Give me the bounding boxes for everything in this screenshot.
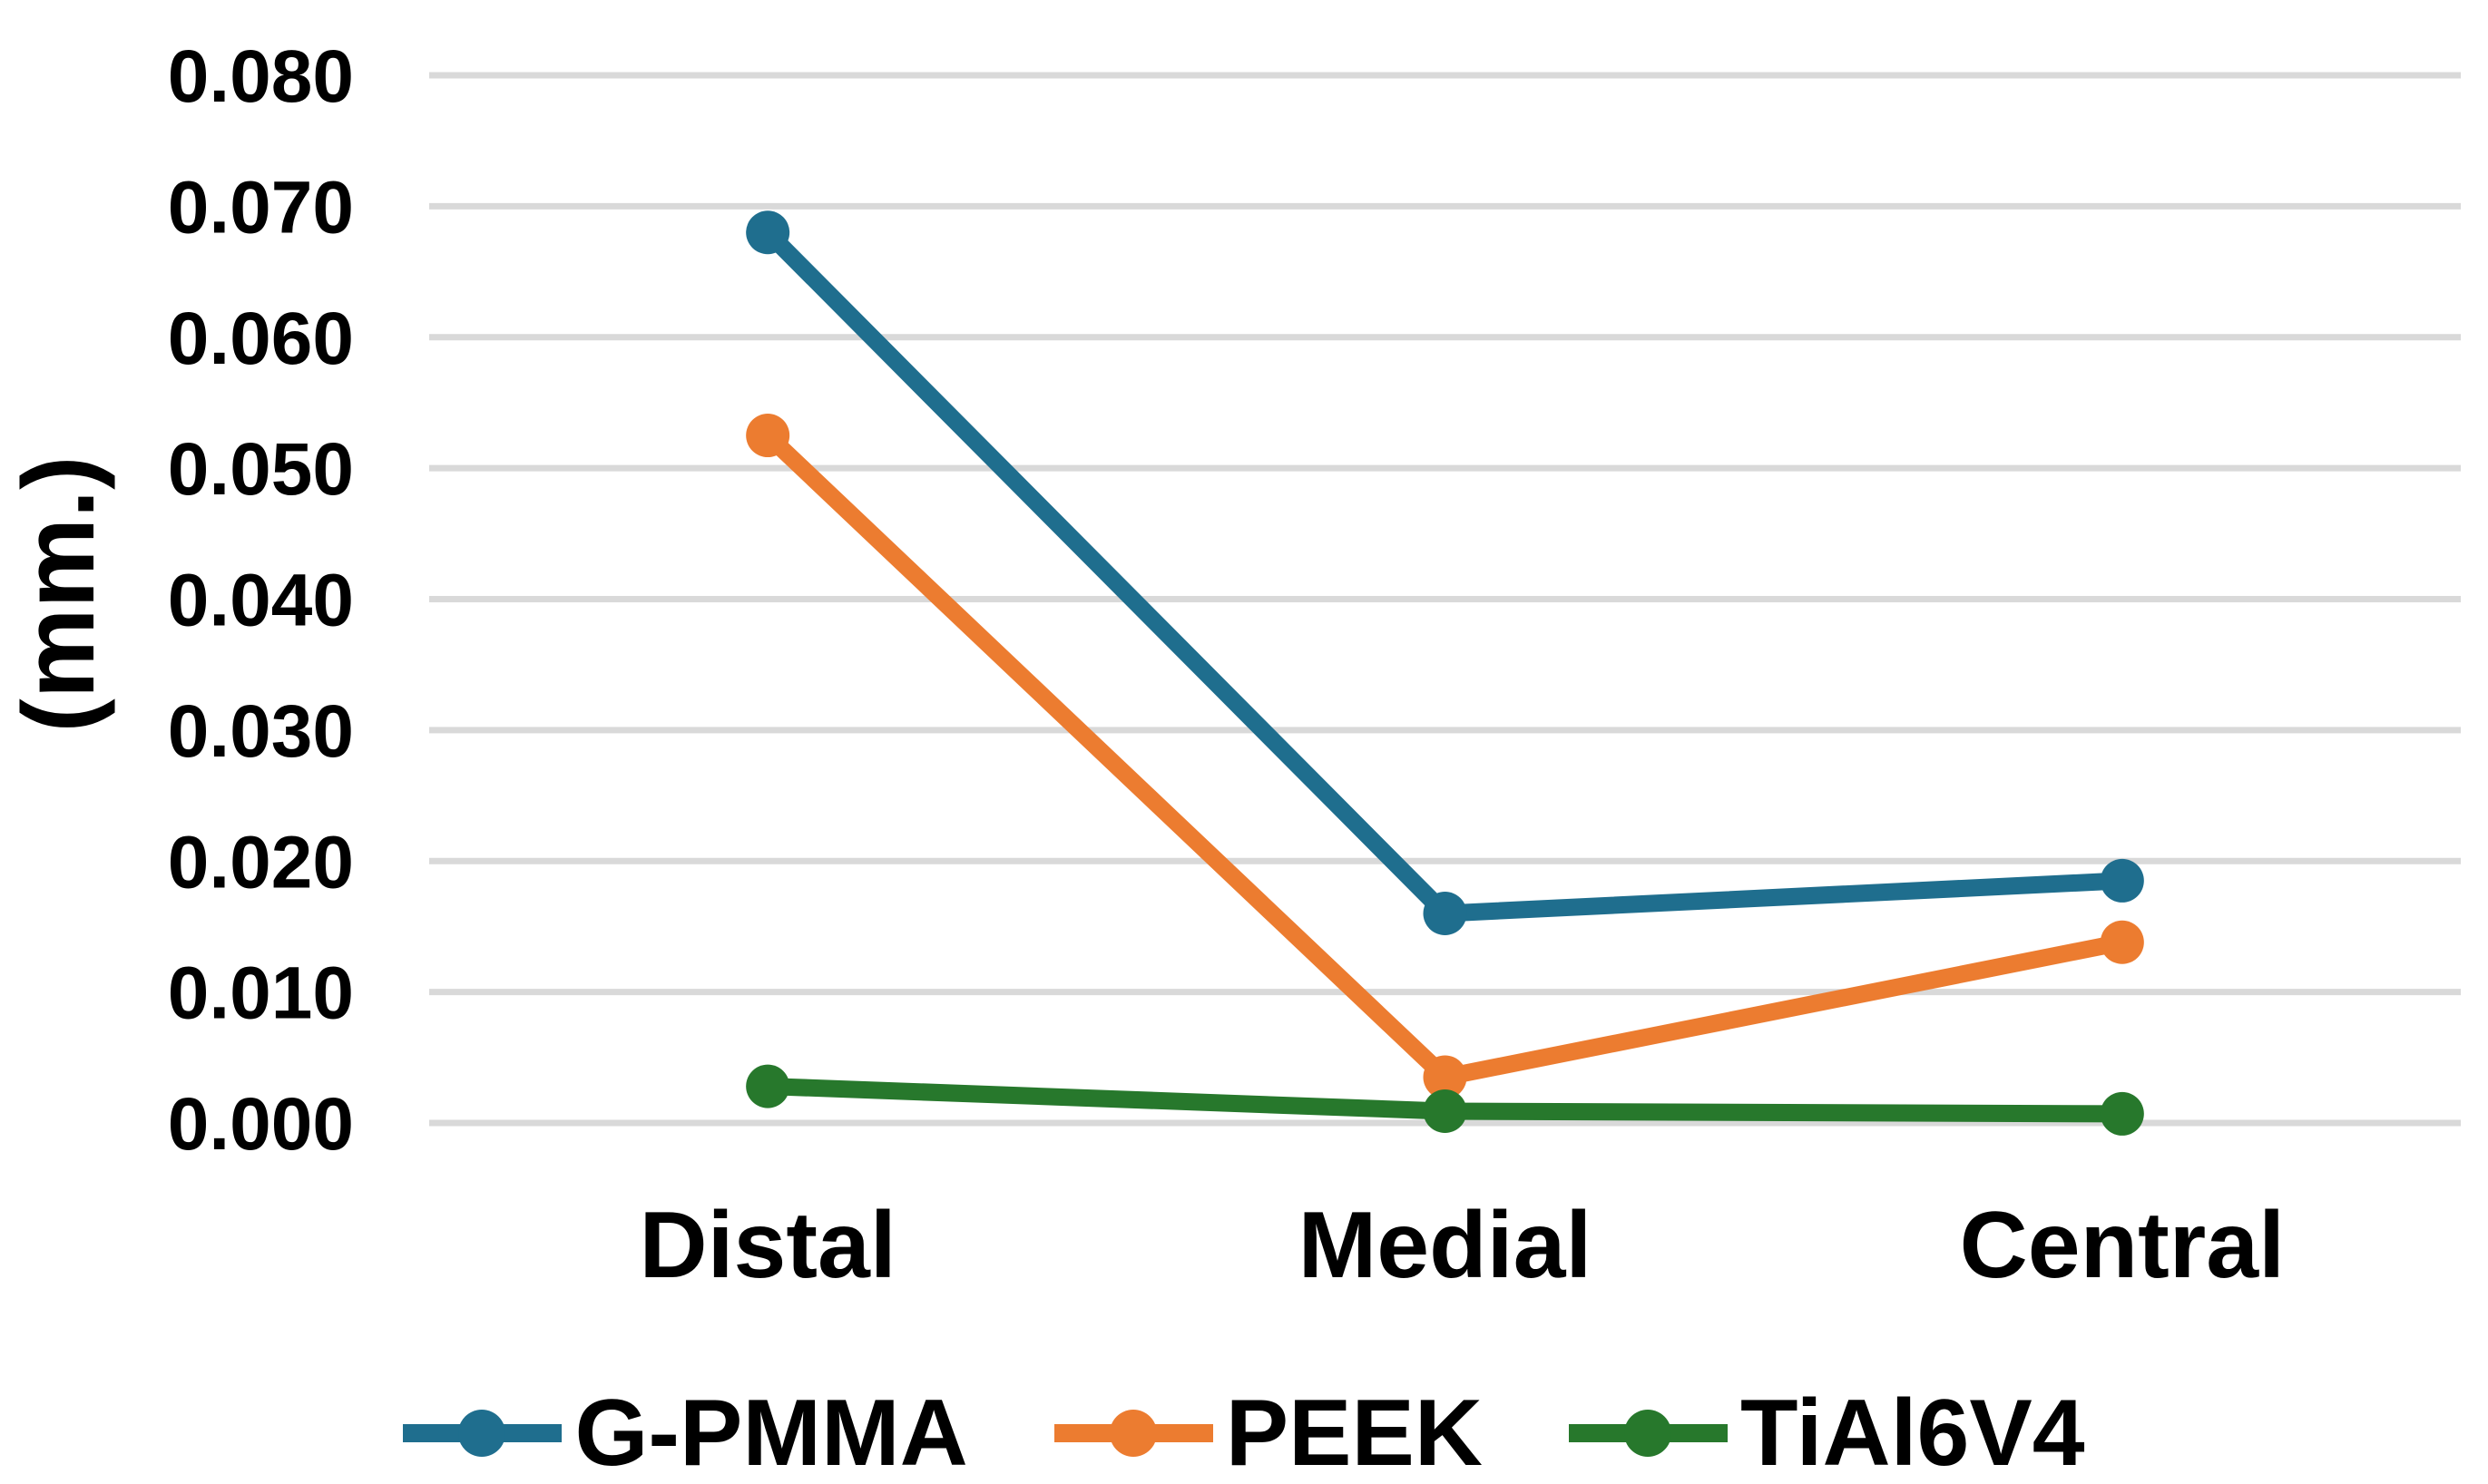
y-tick-label: 0.010 bbox=[168, 952, 354, 1035]
legend-label-PEEK: PEEK bbox=[1225, 1381, 1483, 1484]
data-point-G-PMMA-Medial bbox=[1423, 892, 1467, 935]
legend-swatch-dot bbox=[1109, 1410, 1157, 1457]
data-point-PEEK-Central bbox=[2100, 920, 2144, 964]
y-tick-label: 0.040 bbox=[168, 560, 354, 642]
data-point-G-PMMA-Central bbox=[2100, 858, 2144, 903]
data-point-PEEK-Distal bbox=[746, 414, 790, 458]
y-tick-label: 0.080 bbox=[168, 35, 354, 118]
y-tick-label: 0.020 bbox=[168, 821, 354, 903]
legend-item-PEEK: PEEK bbox=[1053, 1381, 1483, 1484]
x-axis-label-Distal: Distal bbox=[640, 1193, 896, 1298]
legend-swatch-G-PMMA bbox=[403, 1410, 563, 1457]
y-tick-label: 0.030 bbox=[168, 690, 354, 773]
gridlines bbox=[429, 72, 2461, 1127]
legend: G-PMMA PEEK TiAl6V4 bbox=[0, 1386, 2488, 1480]
data-point-TiAl6V4-Central bbox=[2100, 1091, 2144, 1136]
legend-label-TiAl6V4: TiAl6V4 bbox=[1739, 1381, 2085, 1484]
legend-item-TiAl6V4: TiAl6V4 bbox=[1568, 1381, 2085, 1484]
legend-swatch-PEEK bbox=[1053, 1410, 1213, 1457]
y-tick-label: 0.060 bbox=[168, 298, 354, 380]
data-point-TiAl6V4-Medial bbox=[1423, 1089, 1467, 1134]
data-point-PEEK-Medial bbox=[1423, 1055, 1467, 1099]
y-tick-label: 0.050 bbox=[168, 428, 354, 511]
series-line-PEEK bbox=[759, 426, 2131, 1086]
legend-item-G-PMMA: G-PMMA bbox=[403, 1381, 968, 1484]
data-point-TiAl6V4-Distal bbox=[746, 1064, 790, 1108]
y-axis-title: (mm.) bbox=[2, 456, 115, 733]
y-axis-tick-labels: 0.080 0.070 0.060 0.050 0.040 0.030 0.020 0.010… bbox=[168, 35, 354, 1166]
y-tick-label: 0.070 bbox=[168, 166, 354, 249]
legend-swatch-TiAl6V4 bbox=[1568, 1410, 1728, 1457]
x-axis-label-Central: Central bbox=[1960, 1193, 2285, 1298]
legend-label-G-PMMA: G-PMMA bbox=[574, 1381, 968, 1484]
data-point-G-PMMA-Distal bbox=[746, 210, 790, 255]
x-axis-labels: Distal Medial Central bbox=[640, 1193, 2285, 1298]
series-lines bbox=[746, 210, 2144, 1136]
y-tick-label: 0.000 bbox=[168, 1083, 354, 1166]
legend-swatch-dot bbox=[1623, 1410, 1671, 1457]
x-axis-label-Medial: Medial bbox=[1298, 1193, 1592, 1298]
legend-swatch-dot bbox=[458, 1410, 506, 1457]
